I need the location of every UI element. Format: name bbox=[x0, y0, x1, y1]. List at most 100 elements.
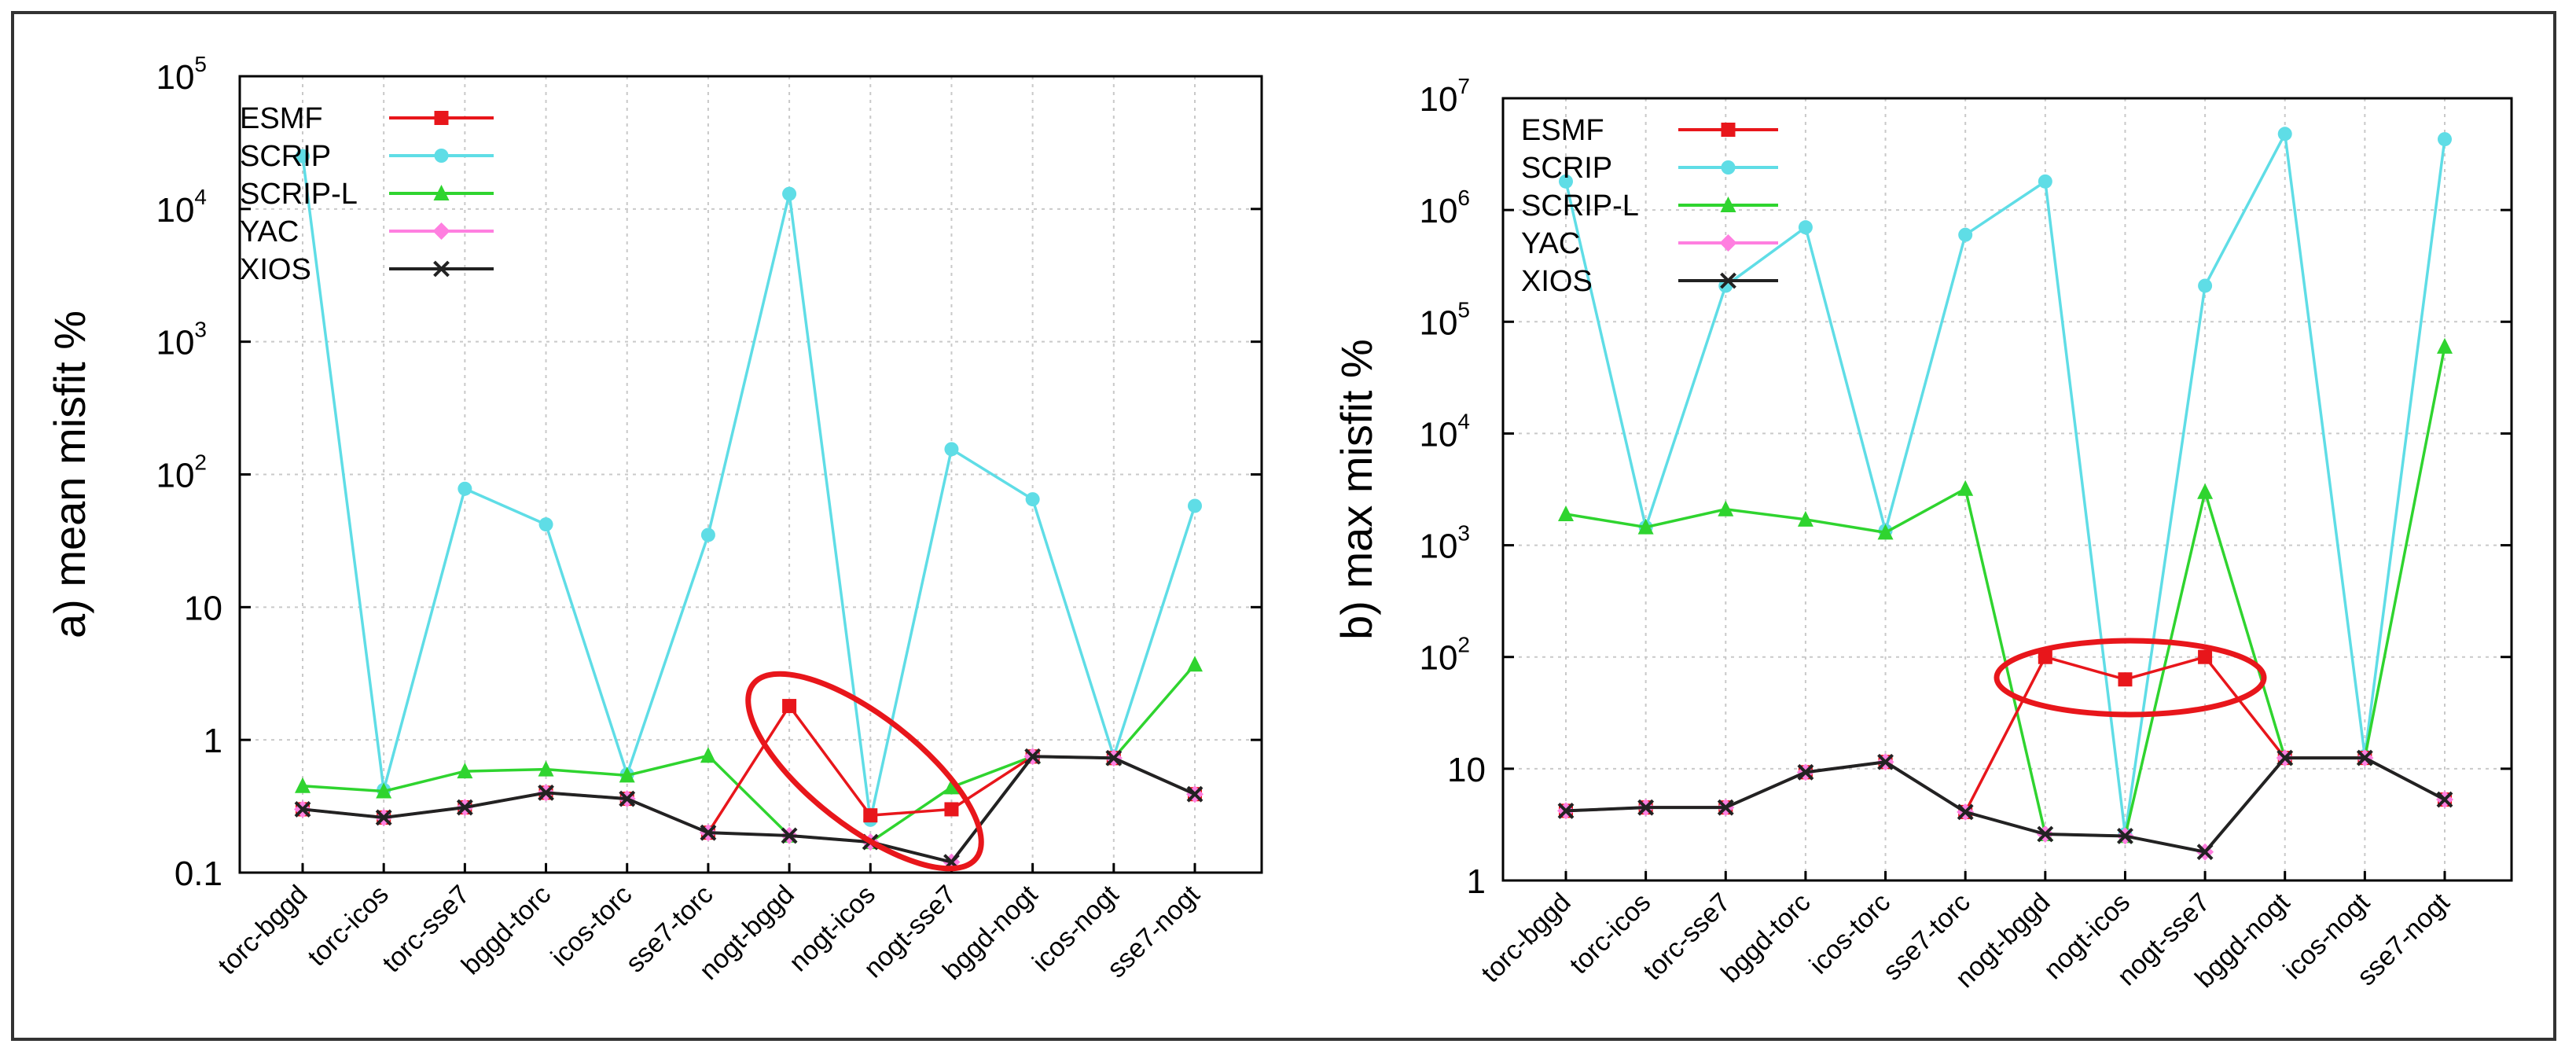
plot-area-border bbox=[1501, 97, 2513, 882]
data-point-scrip-l bbox=[1718, 500, 1734, 516]
data-point-xios bbox=[1957, 803, 1974, 821]
data-point-xios bbox=[700, 824, 717, 841]
y-tick-label: 105 bbox=[1419, 297, 1470, 342]
data-point-xios bbox=[1557, 802, 1575, 819]
data-point-xios bbox=[1797, 763, 1814, 781]
legend-label: XIOS bbox=[240, 253, 311, 286]
data-point-xios bbox=[619, 790, 636, 807]
data-point-xios bbox=[2037, 825, 2054, 843]
series-line-scrip bbox=[301, 156, 1196, 821]
data-point-scrip-l bbox=[457, 763, 473, 779]
y-tick-label: 104 bbox=[1419, 409, 1470, 454]
y-tick-label: 0.1 bbox=[175, 855, 222, 893]
data-point-scrip bbox=[458, 481, 472, 496]
data-point-scrip-l bbox=[619, 766, 635, 783]
legend-marker bbox=[1720, 272, 1736, 289]
data-point-scrip bbox=[1958, 227, 1973, 242]
data-point-scrip-l bbox=[943, 778, 960, 795]
legend-marker bbox=[434, 149, 449, 163]
x-tick-label: torc-bggd bbox=[212, 880, 313, 980]
data-point-esmf bbox=[2198, 649, 2213, 664]
x-tick-label: bggd-torc bbox=[456, 880, 557, 980]
legend-marker bbox=[1719, 234, 1737, 252]
legend-marker bbox=[1720, 197, 1736, 212]
data-point-scrip bbox=[700, 528, 715, 542]
legend-marker bbox=[434, 111, 449, 125]
data-point-scrip bbox=[782, 186, 797, 201]
data-point-scrip-l bbox=[1957, 480, 1974, 496]
data-point-xios bbox=[2436, 791, 2453, 808]
y-tick-label: 1 bbox=[204, 722, 222, 760]
chart-panel-2: 110102103104105106107torc-bggdtorc-icost… bbox=[1332, 74, 2513, 994]
data-point-scrip-l bbox=[1187, 656, 1203, 672]
data-point-scrip bbox=[1798, 220, 1813, 235]
data-point-scrip-l bbox=[2437, 337, 2453, 354]
data-point-xios bbox=[2356, 749, 2373, 766]
data-point-scrip bbox=[1559, 174, 1573, 189]
legend-marker bbox=[1721, 123, 1736, 137]
data-point-xios bbox=[781, 827, 798, 844]
data-point-scrip bbox=[2277, 127, 2292, 142]
data-point-scrip-l bbox=[1637, 518, 1654, 535]
y-tick-label: 103 bbox=[156, 318, 207, 362]
series-line-xios bbox=[1565, 756, 2446, 854]
data-point-scrip-l bbox=[2197, 483, 2214, 499]
data-point-xios bbox=[1024, 748, 1042, 765]
data-point-scrip bbox=[1025, 492, 1040, 507]
figure-frame bbox=[11, 11, 2556, 1041]
data-point-xios bbox=[538, 784, 554, 801]
data-point-esmf bbox=[863, 808, 878, 823]
y-tick-label: 104 bbox=[156, 185, 207, 230]
y-tick-label: 105 bbox=[156, 52, 207, 97]
series-line-xios bbox=[302, 755, 1196, 864]
data-point-scrip-l bbox=[1797, 510, 1813, 527]
legend-label: YAC bbox=[240, 215, 299, 248]
y-tick-label: 106 bbox=[1419, 186, 1470, 230]
highlight-ellipse bbox=[1994, 638, 2267, 718]
data-point-scrip-l bbox=[700, 747, 716, 763]
y-tick-label: 103 bbox=[1419, 521, 1470, 566]
data-point-scrip bbox=[1188, 498, 1202, 513]
data-point-xios bbox=[2117, 828, 2133, 844]
data-point-scrip bbox=[538, 517, 553, 532]
legend-label: SCRIP bbox=[240, 140, 331, 173]
series-line-scrip bbox=[1564, 129, 2446, 835]
data-point-scrip-l bbox=[1877, 524, 1894, 540]
data-point-scrip bbox=[944, 442, 959, 457]
data-point-scrip bbox=[296, 149, 310, 164]
legend-label: YAC bbox=[1521, 227, 1580, 260]
legend-marker bbox=[433, 260, 450, 278]
y-tick-label: 10 bbox=[1447, 751, 1486, 789]
legend-label: XIOS bbox=[1521, 265, 1593, 298]
series-line-yac bbox=[1565, 756, 2446, 854]
x-tick-label: bggd-torc bbox=[1715, 888, 1816, 988]
data-point-xios bbox=[456, 799, 473, 816]
data-point-scrip bbox=[2198, 278, 2213, 293]
legend-label: SCRIP-L bbox=[1521, 189, 1639, 222]
legend-marker bbox=[1721, 160, 1736, 175]
legend-marker bbox=[432, 222, 450, 240]
legend-marker bbox=[433, 185, 450, 200]
y-tick-label: 10 bbox=[184, 589, 222, 627]
data-point-esmf bbox=[2118, 672, 2133, 687]
data-point-scrip bbox=[2038, 174, 2052, 189]
series-line-yac bbox=[302, 755, 1196, 864]
data-point-xios bbox=[1105, 749, 1123, 766]
legend-label: SCRIP-L bbox=[240, 178, 358, 211]
data-point-esmf bbox=[944, 802, 959, 817]
data-point-esmf bbox=[2038, 649, 2052, 664]
data-point-esmf bbox=[782, 699, 797, 714]
data-point-xios bbox=[2196, 844, 2214, 861]
data-point-xios bbox=[375, 809, 392, 826]
data-point-xios bbox=[1186, 785, 1203, 803]
highlight-ellipse bbox=[745, 671, 984, 872]
y-tick-label: 102 bbox=[1419, 633, 1470, 678]
data-point-xios bbox=[2277, 749, 2294, 766]
legend-label: SCRIP bbox=[1521, 152, 1612, 185]
x-tick-label: torc-bggd bbox=[1475, 888, 1576, 988]
data-point-scrip-l bbox=[1558, 505, 1574, 521]
legend-label: ESMF bbox=[1521, 114, 1604, 147]
y-axis-label: b) max misfit % bbox=[1332, 339, 1381, 640]
series-line-esmf bbox=[302, 703, 1196, 835]
